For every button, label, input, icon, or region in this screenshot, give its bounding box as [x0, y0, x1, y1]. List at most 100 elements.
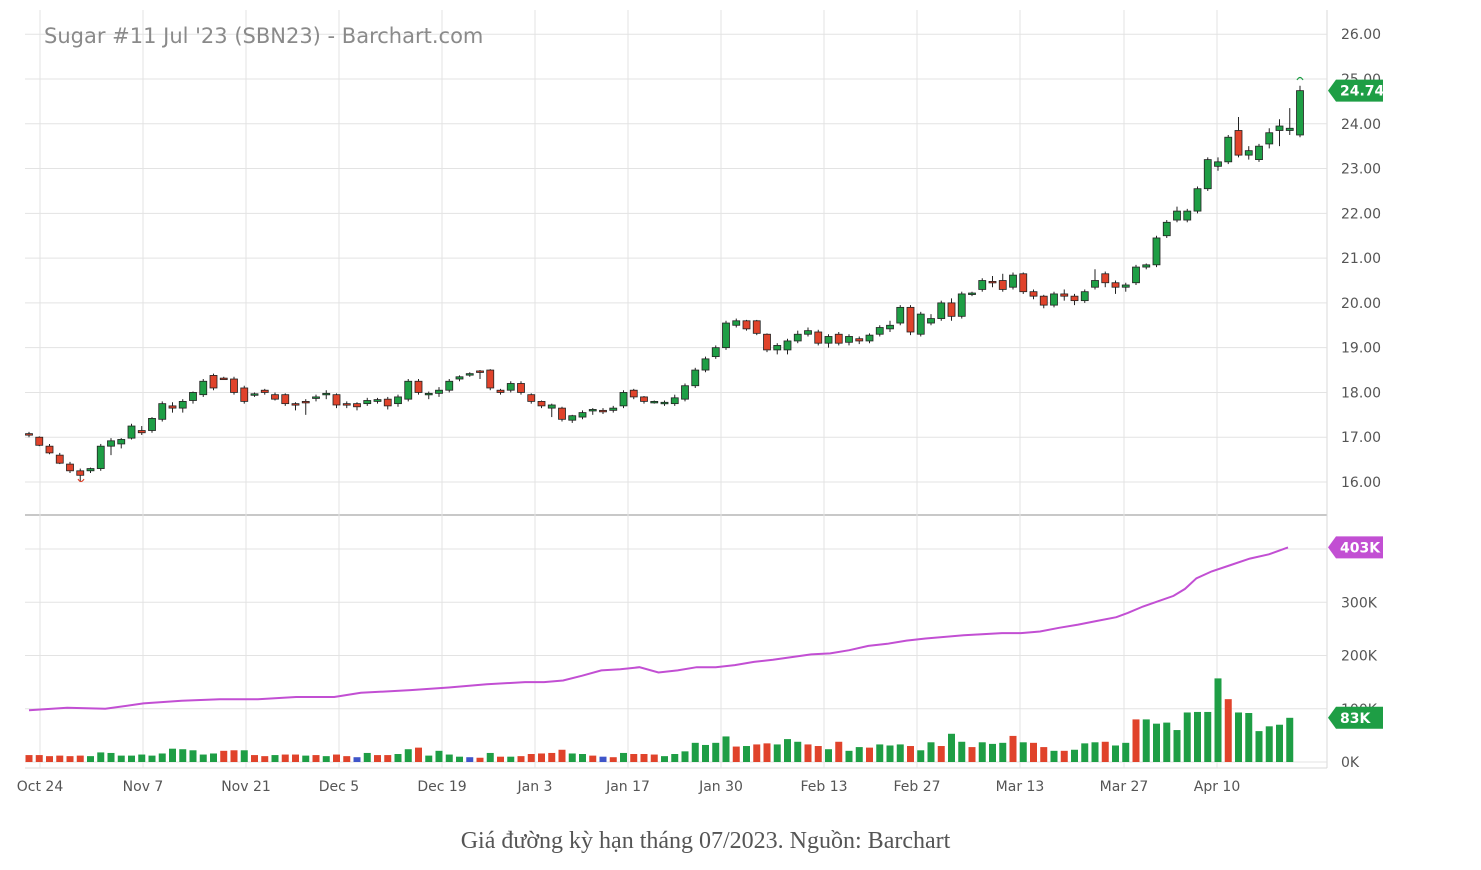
- candle-body: [886, 324, 894, 330]
- volume-bar: [1040, 747, 1048, 762]
- volume-bar: [384, 755, 392, 762]
- candle-body: [281, 394, 290, 405]
- price-tick-label: 22.00: [1341, 206, 1381, 222]
- candle-body: [1296, 90, 1304, 136]
- candle-body: [394, 396, 402, 405]
- candle-body: [496, 389, 505, 393]
- volume-bar: [1163, 722, 1171, 762]
- time-tick-label: Nov 21: [221, 779, 271, 795]
- candle-body: [578, 412, 587, 418]
- candle-body: [1255, 145, 1263, 161]
- candle-body: [1101, 273, 1110, 284]
- candle-body: [1019, 273, 1028, 293]
- volume-bar: [1286, 717, 1294, 762]
- volume-bar: [261, 756, 269, 762]
- candle-body: [250, 393, 259, 396]
- candle-body: [752, 320, 761, 334]
- candle-body: [906, 306, 915, 333]
- time-tick-label: Dec 19: [417, 779, 466, 795]
- candle-body: [383, 398, 392, 407]
- volume-bar: [394, 754, 402, 762]
- candle-body: [445, 380, 454, 391]
- volume-bar: [1204, 711, 1212, 762]
- volume-bar: [712, 742, 720, 762]
- volume-bar: [353, 757, 361, 762]
- candle-body: [414, 380, 423, 393]
- time-tick-label: Nov 7: [123, 779, 164, 795]
- volume-bar: [835, 741, 843, 762]
- volume-bar: [97, 752, 105, 762]
- candle-body: [1234, 130, 1243, 156]
- candle-body: [558, 407, 566, 420]
- volume-bar: [691, 742, 699, 762]
- candle-body: [506, 383, 515, 391]
- volume-bar: [1112, 745, 1119, 762]
- candle-body: [465, 373, 474, 376]
- volume-bar: [456, 756, 463, 762]
- price-tick-label: 26.00: [1341, 27, 1381, 43]
- last-price-label-bg: [1328, 79, 1383, 102]
- volume-bar: [866, 747, 873, 762]
- volume-bars: [25, 678, 1294, 762]
- candle-body: [814, 331, 823, 344]
- volume-bar: [855, 747, 863, 762]
- volume-bar: [732, 746, 740, 762]
- volume-bar: [117, 755, 125, 762]
- volume-bar: [1265, 726, 1273, 762]
- time-tick-label: Feb 27: [893, 779, 940, 795]
- volume-bar: [507, 756, 515, 762]
- time-tick-label: Mar 13: [996, 779, 1045, 795]
- volume-bar: [138, 754, 146, 762]
- volume-bar: [1173, 730, 1181, 762]
- volume-bar: [896, 744, 904, 762]
- high-marker: [1296, 76, 1304, 81]
- volume-bar: [415, 747, 422, 762]
- volume-bar: [1071, 749, 1078, 762]
- figure-caption: Giá đường kỳ hạn tháng 07/2023. Nguồn: B…: [460, 828, 951, 854]
- candle-body: [168, 405, 177, 409]
- candle-body: [1132, 266, 1140, 284]
- candle-body: [1203, 159, 1212, 190]
- price-tick-label: 21.00: [1341, 251, 1381, 267]
- candle-body: [353, 403, 361, 408]
- volume-bar: [292, 754, 299, 762]
- candle-body: [1173, 210, 1181, 221]
- price-tick-label: 16.00: [1341, 475, 1381, 491]
- candle-body: [650, 400, 659, 404]
- candle-body: [199, 380, 208, 396]
- time-tick-label: Apr 10: [1194, 779, 1240, 795]
- candle-body: [219, 377, 228, 381]
- volume-bar: [158, 753, 166, 762]
- candle-body: [855, 338, 864, 342]
- price-tick-label: 24.00: [1341, 117, 1381, 133]
- volume-bar: [148, 755, 156, 762]
- candle-body: [271, 394, 279, 400]
- open-interest-label-bg: [1328, 536, 1383, 559]
- candle-body: [660, 401, 669, 405]
- volume-bar: [230, 750, 238, 762]
- volume-bar: [210, 753, 217, 762]
- time-tick-label: Mar 27: [1100, 779, 1149, 795]
- volume-bar: [958, 741, 966, 762]
- candle-body: [824, 336, 833, 344]
- volume-bar: [271, 755, 279, 762]
- volume-tick-label: 200K: [1341, 649, 1378, 665]
- volume-bar: [999, 742, 1007, 762]
- volume-bar: [1081, 743, 1089, 762]
- candle-body: [1193, 188, 1202, 212]
- volume-bar: [548, 752, 556, 762]
- price-tick-label: 23.00: [1341, 162, 1381, 178]
- volume-bar: [558, 749, 566, 762]
- volume-bar: [773, 744, 781, 762]
- volume-bar: [1060, 750, 1068, 762]
- volume-bar: [650, 754, 658, 762]
- volume-bar: [589, 755, 597, 762]
- candle-body: [547, 404, 556, 409]
- candle-body: [291, 403, 300, 406]
- volume-tick-label: 0K: [1341, 755, 1360, 771]
- candle-body: [1091, 280, 1099, 288]
- candle-body: [1265, 132, 1274, 145]
- candle-body: [117, 439, 126, 445]
- price-tick-label: 18.00: [1341, 385, 1381, 401]
- candle-body: [1152, 237, 1161, 266]
